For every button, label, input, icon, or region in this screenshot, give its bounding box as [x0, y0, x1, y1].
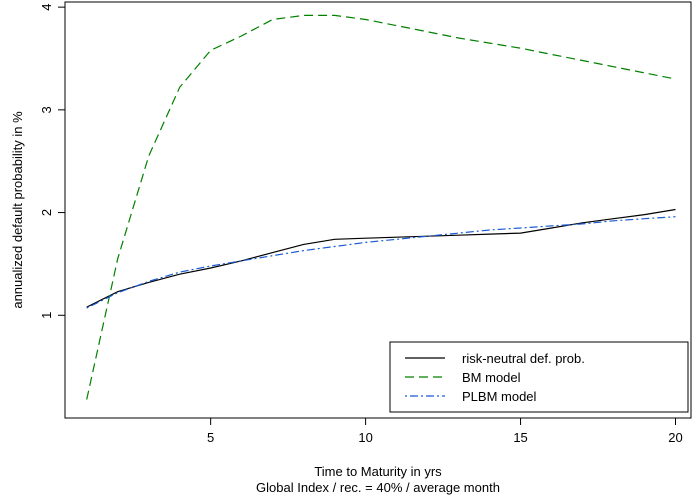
legend-label: BM model	[462, 370, 521, 385]
series-line	[86, 14, 676, 400]
series-layer	[86, 14, 676, 400]
chart-subtitle: Global Index / rec. = 40% / average mont…	[256, 480, 500, 495]
x-tick-label: 10	[358, 430, 372, 445]
y-tick-label: 4	[39, 4, 54, 11]
x-axis-label: Time to Maturity in yrs	[314, 464, 442, 479]
y-axis-label: annualized default probability in %	[10, 111, 25, 309]
y-tick-label: 1	[39, 312, 54, 319]
legend-items: risk-neutral def. prob. BM model PLBM mode…	[405, 351, 585, 404]
legend-label: PLBM model	[462, 389, 537, 404]
series-line	[86, 208, 676, 308]
x-tick-label: 20	[668, 430, 682, 445]
x-tick-label: 15	[513, 430, 527, 445]
y-tick-label: 2	[39, 209, 54, 216]
legend: risk-neutral def. prob. BM model PLBM mode…	[389, 341, 689, 413]
legend-label: risk-neutral def. prob.	[462, 351, 585, 366]
y-tick-label: 3	[39, 106, 54, 113]
x-tick-label: 5	[207, 430, 214, 445]
y-axis: 1 2 3 4	[39, 4, 65, 319]
series-line	[86, 216, 676, 309]
plot-area-frame	[64, 1, 692, 419]
x-axis: 5 10 15 20	[207, 418, 683, 445]
